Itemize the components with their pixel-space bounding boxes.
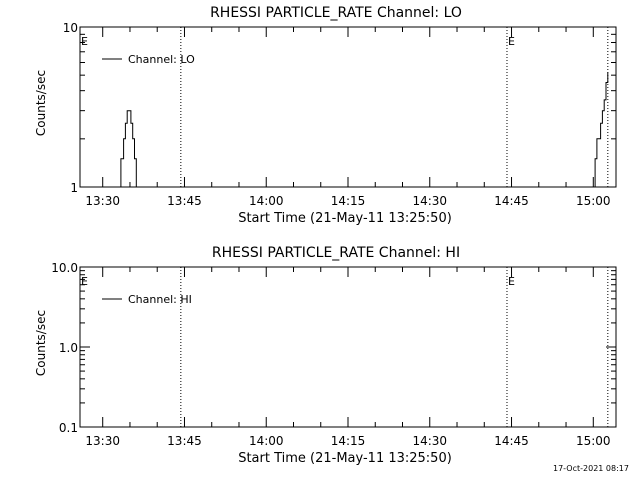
y-tick-label: 10.0 <box>51 261 78 275</box>
x-tick-label: 14:45 <box>494 194 529 208</box>
footer-timestamp: 17-Oct-2021 08:17 <box>553 464 629 473</box>
x-tick-label: 15:00 <box>576 194 611 208</box>
x-axis-label: Start Time (21-May-11 13:25:50) <box>238 211 452 226</box>
x-tick-label: 14:30 <box>412 434 447 448</box>
legend-label: Channel: LO <box>128 53 195 66</box>
y-axis-label: Counts/sec <box>34 310 48 376</box>
x-tick-label: 14:30 <box>412 194 447 208</box>
legend-label: Channel: HI <box>128 293 192 306</box>
x-axis-label: Start Time (21-May-11 13:25:50) <box>238 451 452 466</box>
data-series-line <box>118 72 609 188</box>
x-tick-label: 14:15 <box>331 434 366 448</box>
x-tick-label: 13:45 <box>167 194 202 208</box>
y-tick-label: 0.1 <box>59 421 78 435</box>
event-marker-label: E <box>508 275 515 288</box>
x-tick-label: 14:00 <box>249 434 284 448</box>
x-tick-label: 14:00 <box>249 194 284 208</box>
event-marker-label: E <box>81 35 88 48</box>
x-tick-label: 14:15 <box>331 194 366 208</box>
x-tick-label: 14:45 <box>494 434 529 448</box>
chart-title: RHESSI PARTICLE_RATE Channel: LO <box>210 5 462 21</box>
x-tick-label: 15:00 <box>576 434 611 448</box>
event-marker-label: E <box>81 275 88 288</box>
y-tick-label: 10 <box>63 21 78 35</box>
plot-frame <box>79 266 617 428</box>
event-marker-label: E <box>508 35 515 48</box>
x-tick-label: 13:45 <box>167 434 202 448</box>
y-tick-label: 1 <box>70 181 78 195</box>
x-tick-label: 13:30 <box>85 194 120 208</box>
y-axis-label: Counts/sec <box>34 70 48 136</box>
chart-title: RHESSI PARTICLE_RATE Channel: HI <box>212 245 460 261</box>
y-tick-label: 1.0 <box>59 341 78 355</box>
plot-frame <box>79 26 617 188</box>
x-tick-label: 13:30 <box>85 434 120 448</box>
